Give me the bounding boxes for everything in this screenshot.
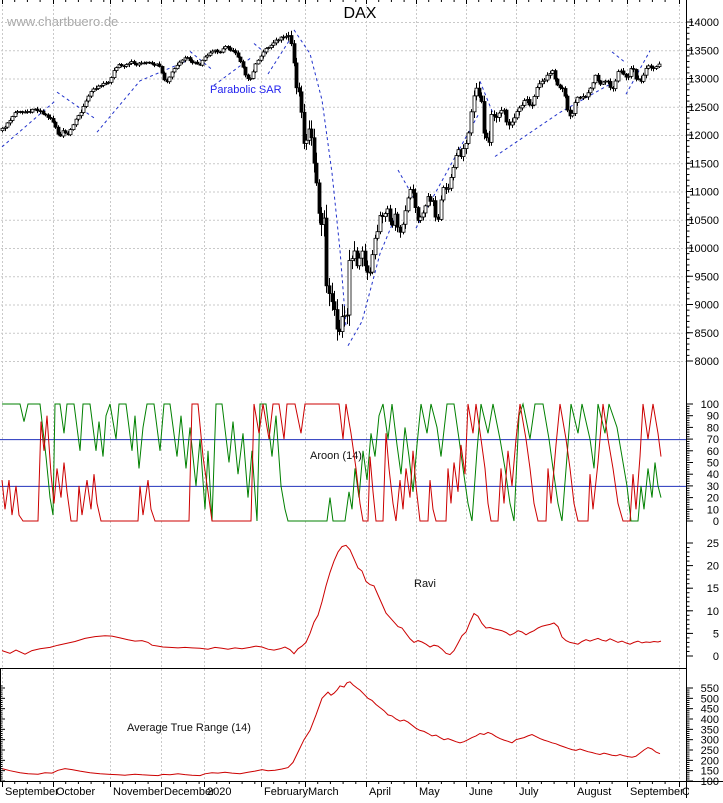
svg-text:20: 20	[707, 561, 719, 573]
svg-text:8000: 8000	[695, 356, 719, 368]
svg-text:October: October	[56, 786, 95, 798]
svg-text:100: 100	[701, 399, 719, 411]
svg-text:350: 350	[701, 724, 719, 736]
svg-text:August: August	[577, 786, 611, 798]
svg-text:October: October	[682, 786, 721, 798]
svg-text:250: 250	[701, 745, 719, 757]
svg-text:25: 25	[707, 538, 719, 550]
svg-text:March: March	[308, 786, 339, 798]
svg-text:9000: 9000	[695, 300, 719, 312]
svg-text:July: July	[519, 786, 539, 798]
svg-text:150: 150	[701, 766, 719, 778]
svg-text:550: 550	[701, 683, 719, 695]
svg-text:April: April	[369, 786, 391, 798]
svg-text:90: 90	[707, 411, 719, 423]
svg-text:12500: 12500	[688, 102, 719, 114]
svg-text:9500: 9500	[695, 271, 719, 283]
svg-text:13000: 13000	[688, 74, 719, 86]
svg-text:300: 300	[701, 735, 719, 747]
svg-text:10: 10	[707, 606, 719, 618]
svg-text:400: 400	[701, 714, 719, 726]
svg-text:100: 100	[701, 776, 719, 788]
svg-text:40: 40	[707, 469, 719, 481]
svg-text:200: 200	[701, 755, 719, 767]
svg-text:12000: 12000	[688, 130, 719, 142]
svg-text:60: 60	[707, 446, 719, 458]
svg-text:September: September	[630, 786, 684, 798]
svg-text:11500: 11500	[689, 158, 719, 170]
svg-text:10500: 10500	[688, 215, 719, 227]
svg-text:50: 50	[707, 458, 719, 470]
svg-text:8500: 8500	[695, 328, 719, 340]
svg-text:11000: 11000	[689, 187, 719, 199]
svg-text:10000: 10000	[688, 243, 719, 255]
svg-text:2020: 2020	[207, 786, 231, 798]
svg-text:80: 80	[707, 422, 719, 434]
svg-text:500: 500	[701, 693, 719, 705]
svg-text:450: 450	[701, 704, 719, 716]
svg-text:May: May	[419, 786, 440, 798]
svg-text:20: 20	[707, 493, 719, 505]
svg-text:February: February	[264, 786, 309, 798]
svg-text:13500: 13500	[688, 45, 719, 57]
svg-text:10: 10	[707, 504, 719, 516]
svg-text:0: 0	[713, 516, 719, 528]
svg-text:14000: 14000	[688, 17, 719, 29]
svg-text:November: November	[113, 786, 164, 798]
svg-text:15: 15	[707, 583, 719, 595]
svg-text:June: June	[469, 786, 493, 798]
svg-text:0: 0	[713, 651, 719, 663]
svg-text:September: September	[5, 786, 59, 798]
svg-text:30: 30	[707, 481, 719, 493]
svg-text:5: 5	[713, 628, 719, 640]
svg-text:70: 70	[707, 434, 719, 446]
svg-text:December: December	[164, 786, 215, 798]
